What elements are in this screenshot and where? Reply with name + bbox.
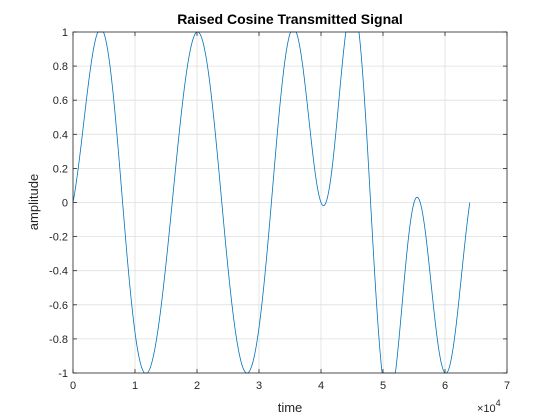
y-tick-label: 0 — [62, 198, 68, 210]
x-tick-label: 6 — [442, 380, 448, 392]
x-axis-exponent-base: ×10 — [477, 403, 496, 415]
x-tick-label: 4 — [318, 380, 324, 392]
plot-area: 0 1 2 3 4 5 6 7 -1 -0.8 -0.6 -0.4 -0.2 0 0.2 0.4 0.6 0.8 1 — [49, 27, 510, 392]
signal-line — [72, 31, 471, 374]
y-tick-label: -0.6 — [49, 300, 68, 312]
y-tick-label: 0.6 — [53, 95, 68, 107]
x-tick-label: 3 — [256, 380, 262, 392]
y-tick-label: -0.2 — [49, 232, 68, 244]
x-tick-label: 1 — [132, 380, 138, 392]
x-tick-label: 7 — [504, 380, 510, 392]
x-tick-label: 0 — [70, 380, 76, 392]
x-axis-exponent: ×104 — [477, 398, 501, 415]
y-tick-label: -0.4 — [49, 266, 68, 278]
y-tick-label: 0.2 — [53, 163, 68, 175]
y-axis-label: amplitude — [26, 174, 41, 230]
axis-ticks: 0 1 2 3 4 5 6 7 -1 -0.8 -0.6 -0.4 -0.2 0 0.2 0.4 0.6 0.8 1 — [49, 27, 510, 392]
x-axis-exponent-power: 4 — [496, 398, 501, 408]
chart-title: Raised Cosine Transmitted Signal — [177, 11, 403, 27]
x-tick-label: 2 — [194, 380, 200, 392]
y-tick-label: 0.8 — [53, 61, 68, 73]
x-tick-label: 5 — [380, 380, 386, 392]
y-tick-label: -0.8 — [49, 334, 68, 346]
x-axis-label: time — [278, 400, 303, 415]
y-tick-label: 0.4 — [53, 129, 68, 141]
y-tick-label: 1 — [62, 27, 68, 39]
y-tick-label: -1 — [58, 368, 68, 380]
